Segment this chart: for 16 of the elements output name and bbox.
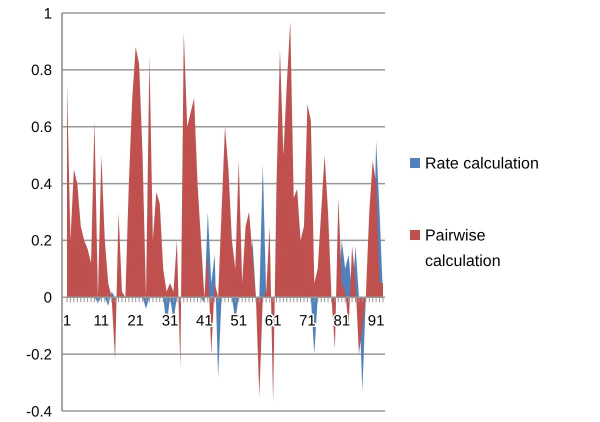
- y-tick-label: 0.8: [31, 62, 52, 80]
- x-tick-label: 11: [94, 312, 110, 330]
- legend-label: Rate calculation: [425, 156, 539, 173]
- x-tick-label: 51: [230, 312, 248, 330]
- legend-label: Pairwise calculation: [425, 228, 501, 270]
- y-tick-label: 0.4: [31, 176, 52, 193]
- y-tick-label: -0.2: [26, 346, 52, 364]
- x-tick-label: 91: [368, 312, 384, 330]
- x-tick-label: 21: [127, 312, 144, 330]
- y-tick-label: 1: [44, 5, 52, 22]
- y-tick-label: 0: [44, 290, 52, 307]
- x-tick-label: 31: [162, 312, 178, 330]
- y-tick-label: -0.4: [26, 403, 52, 420]
- y-tick-label: 0.6: [31, 118, 52, 136]
- y-tick-label: 0.2: [31, 232, 52, 250]
- x-tick-label: 1: [62, 312, 72, 330]
